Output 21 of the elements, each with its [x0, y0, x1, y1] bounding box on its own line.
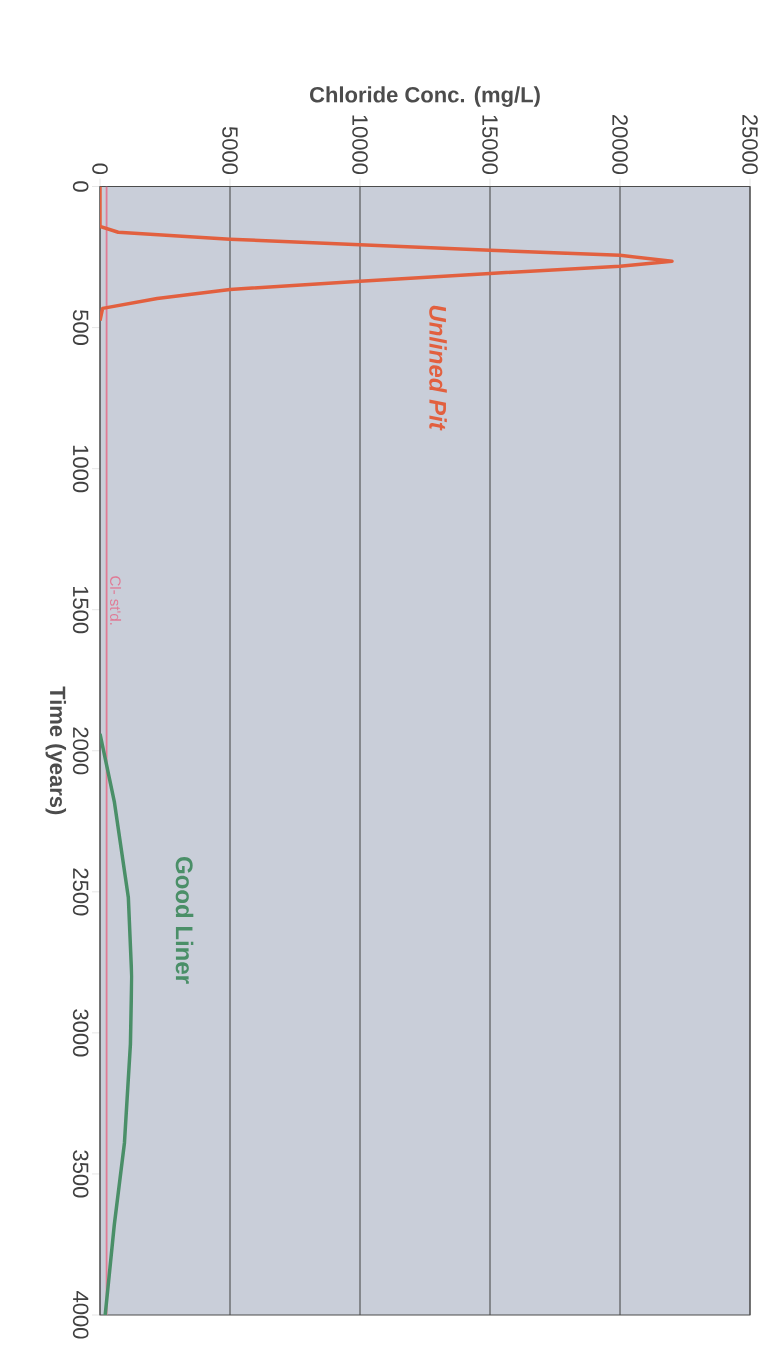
y-tick-label: 1500: [72, 586, 89, 634]
y-tick-label: 1000: [72, 445, 89, 493]
x-tick-label: 20000: [612, 114, 628, 175]
line-series: [100, 732, 134, 1316]
y-tick-label: 500: [72, 310, 89, 346]
x-tick-label: 15000: [482, 115, 498, 175]
y-tick-label: 3000: [72, 1009, 89, 1057]
y-tick-label: 3500: [72, 1150, 89, 1198]
x-tick-label: 5000: [222, 126, 238, 175]
y-axis-title: Time (years): [45, 686, 67, 815]
y-tick-label: 2000: [72, 727, 89, 775]
x-axis-title: Chloride Conc. (mg/L): [310, 86, 540, 107]
x-tick-label: 25000: [742, 114, 758, 175]
y-tick-label: 0: [72, 181, 89, 192]
x-tick-label: 10000: [352, 115, 368, 175]
y-tick-label: 2500: [72, 868, 89, 916]
text: Good Liner: [175, 857, 194, 984]
text: Unlined Pit: [429, 305, 447, 431]
y-tick-label: 4000: [72, 1291, 89, 1339]
x-tick-label: 0: [92, 163, 108, 175]
ref-line-label: Cl- st'd.: [110, 576, 122, 625]
